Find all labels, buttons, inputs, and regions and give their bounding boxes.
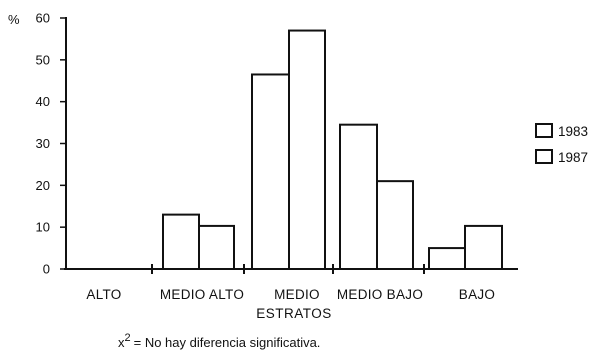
legend-swatch-1987 [535,149,553,164]
bar-medio-1987 [288,29,326,270]
y-tick-label-40: 40 [36,94,50,109]
category-label-medio: MEDIO [274,287,320,302]
category-label-alto: ALTO [86,287,121,302]
y-axis-label: % [8,12,20,27]
y-tick-label-0: 0 [43,262,50,277]
y-tick-label-10: 10 [36,220,50,235]
y-axis-ticks: 0 10 20 30 40 50 60 [36,11,66,277]
category-label-medio-bajo: MEDIO BAJO [337,287,423,302]
legend: 1983 1987 [535,123,588,165]
bar-medio-alto-1983 [162,213,200,271]
y-tick-label-50: 50 [36,52,50,67]
chart-bars [72,29,503,271]
legend-label-1987: 1987 [558,150,588,165]
footnote-symbol: x [118,335,125,350]
category-labels: ALTO MEDIO ALTO MEDIO MEDIO BAJO BAJO [86,287,495,302]
legend-swatch-1983 [535,123,553,138]
y-tick-label-60: 60 [36,11,50,26]
bar-medio-bajo-1987 [376,180,414,270]
footnote-exponent: 2 [125,332,131,344]
x-axis-title: ESTRATOS [256,306,332,321]
y-tick-label-20: 20 [36,178,50,193]
y-tick-label-30: 30 [36,136,50,151]
bar-alto-1983 [72,268,111,269]
bar-medio-bajo-1983 [339,123,378,270]
footnote: x2 = No hay diferencia significativa. [118,332,320,350]
bar-bajo-1987 [464,224,503,270]
bar-alto-1987 [111,268,150,269]
legend-label-1983: 1983 [558,124,588,139]
bar-medio-alto-1987 [198,224,235,270]
category-label-bajo: BAJO [459,287,495,302]
bar-medio-1983 [251,73,290,270]
category-label-medio-alto: MEDIO ALTO [160,287,244,302]
footnote-text: = No hay diferencia significativa. [134,335,321,350]
bar-bajo-1983 [428,247,466,270]
